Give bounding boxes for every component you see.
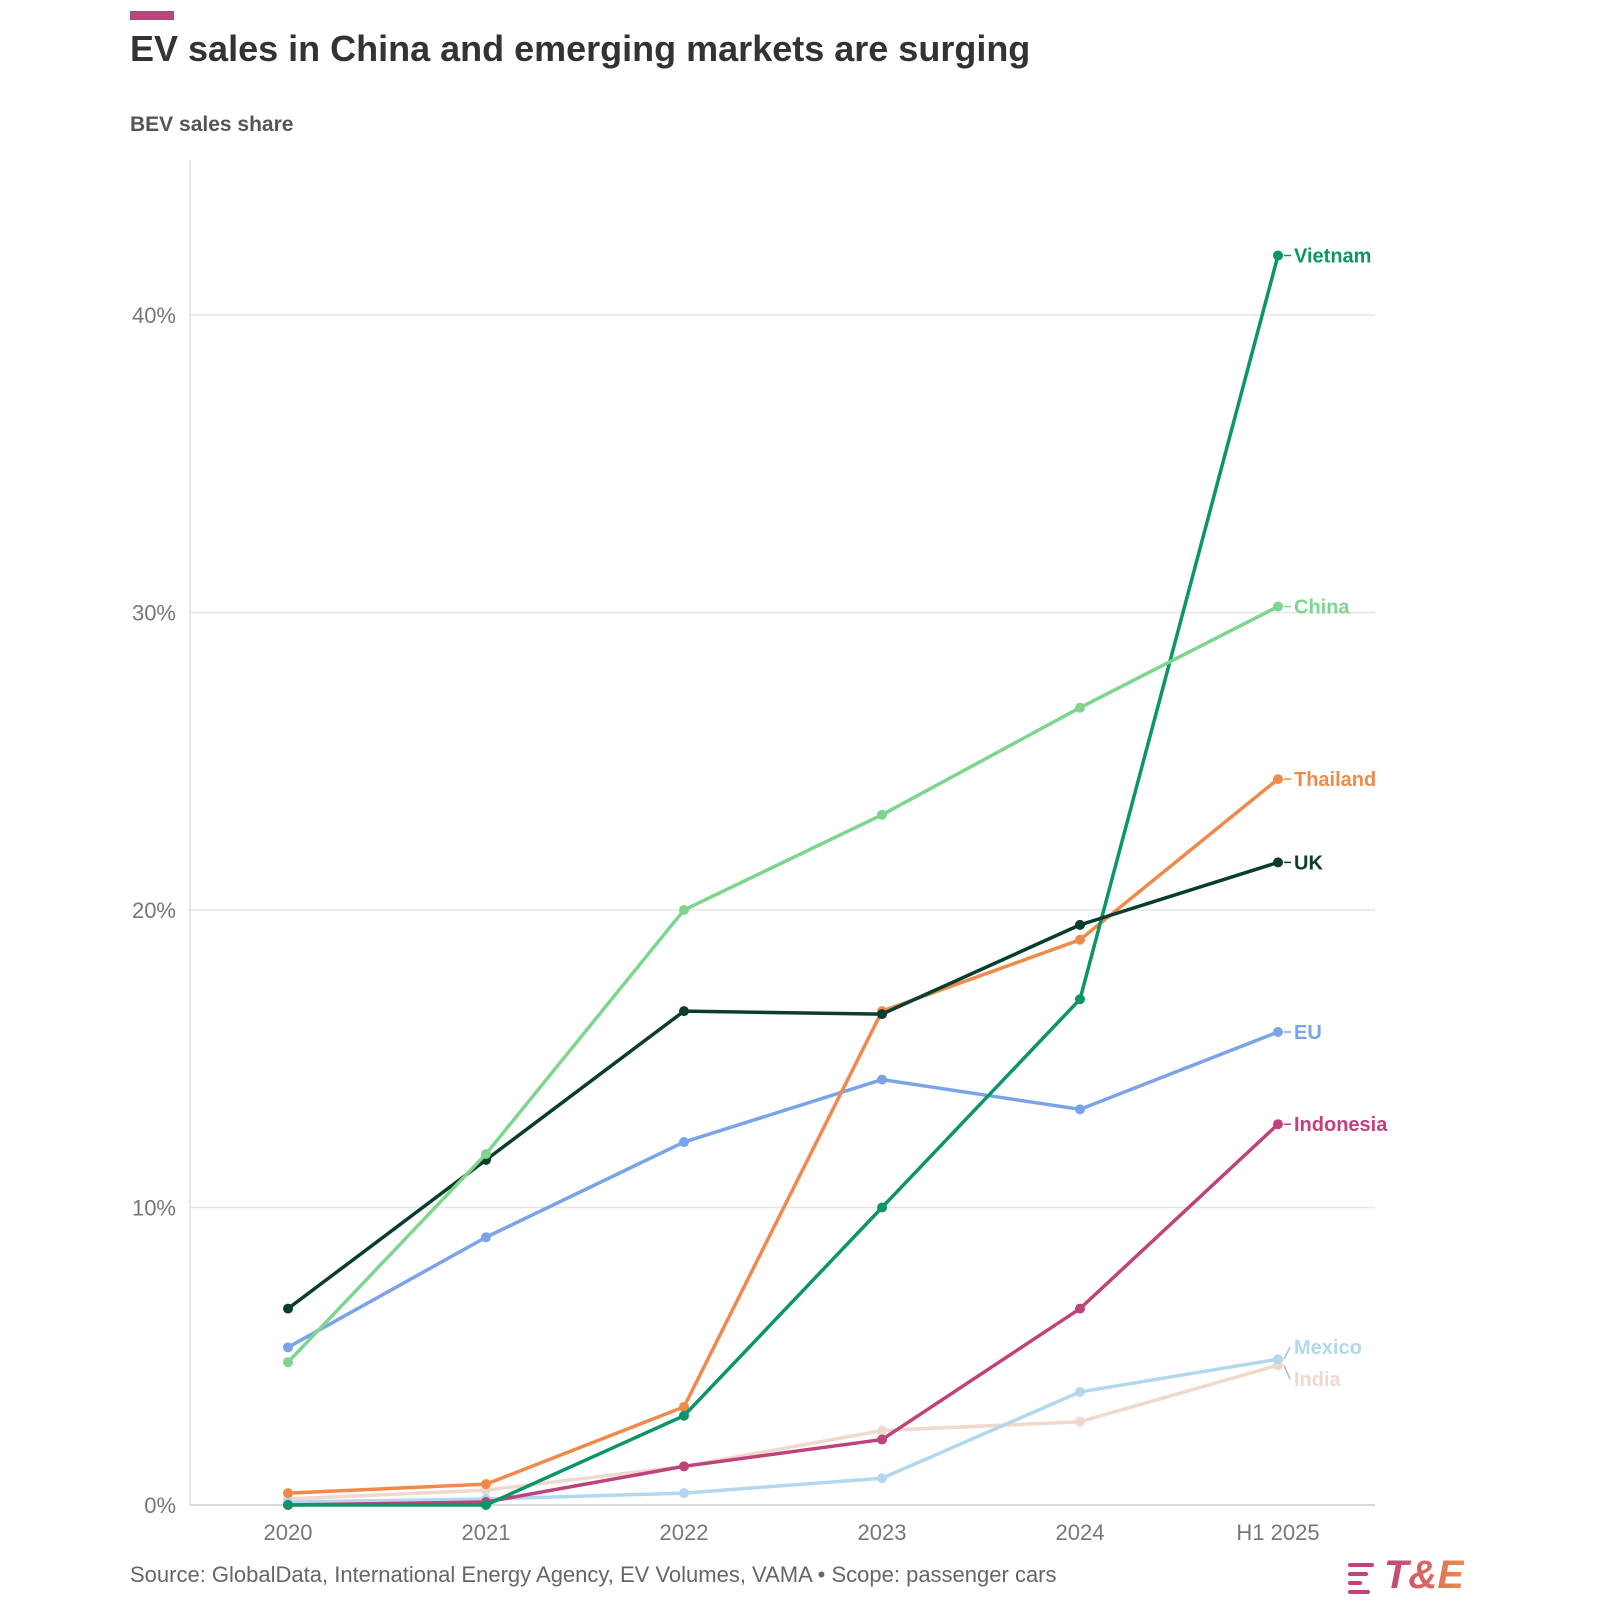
chart-title: EV sales in China and emerging markets a… — [130, 28, 1031, 69]
data-point-eu — [1075, 1104, 1085, 1115]
x-tick-label: H1 2025 — [1236, 1520, 1319, 1545]
series-label-thailand: Thailand — [1294, 769, 1376, 791]
series-line-thailand — [286, 777, 1280, 1495]
data-point-uk — [679, 1006, 689, 1017]
data-point-thailand — [283, 1488, 293, 1499]
data-point-vietnam — [877, 1202, 887, 1213]
data-point-thailand — [481, 1479, 491, 1490]
data-point-indonesia — [877, 1434, 887, 1445]
x-tick-label: 2024 — [1056, 1520, 1105, 1545]
data-point-china — [481, 1148, 491, 1159]
data-point-thailand — [679, 1401, 689, 1412]
series-label-china: China — [1294, 597, 1350, 619]
chart-subtitle: BEV sales share — [130, 113, 294, 136]
series-label-india: India — [1294, 1369, 1342, 1391]
data-point-eu — [877, 1074, 887, 1085]
grid-layer — [190, 314, 1375, 1506]
data-point-eu — [283, 1342, 293, 1353]
data-point-china — [1075, 702, 1085, 713]
label-layer: India Mexico Indonesia EU Thailand Vietnam UK C… — [1283, 246, 1388, 1391]
data-point-eu — [481, 1232, 491, 1243]
y-tick-label: 40% — [132, 303, 176, 328]
data-point-mexico — [877, 1473, 887, 1484]
y-tick-label: 0% — [144, 1493, 176, 1518]
label-connector-mexico — [1283, 1346, 1291, 1360]
y-tick-label: 10% — [132, 1196, 176, 1221]
label-connector-india — [1283, 1364, 1291, 1380]
y-tick-label: 30% — [132, 601, 176, 626]
data-point-uk — [283, 1303, 293, 1314]
x-tick-label: 2020 — [264, 1520, 313, 1545]
title-accent-bar — [130, 11, 174, 20]
data-point-mexico — [679, 1488, 689, 1499]
series-label-vietnam: Vietnam — [1294, 246, 1371, 268]
series-layer — [283, 250, 1283, 1510]
data-point-uk — [877, 1009, 887, 1020]
data-point-uk — [1075, 919, 1085, 930]
data-point-thailand — [1075, 934, 1085, 945]
source-note: Source: GlobalData, International Energy… — [130, 1562, 1057, 1587]
series-line-eu — [286, 1030, 1280, 1350]
data-point-thailand — [1273, 774, 1283, 785]
series-line-india — [286, 1363, 1280, 1501]
series-line-mexico — [286, 1357, 1280, 1504]
series-line-vietnam — [286, 253, 1280, 1507]
series-label-indonesia: Indonesia — [1294, 1114, 1388, 1136]
te-logo: T&E — [1348, 1553, 1478, 1599]
y-tick-label: 20% — [132, 898, 176, 923]
data-point-china — [283, 1357, 293, 1368]
data-point-vietnam — [1075, 994, 1085, 1005]
data-point-china — [679, 905, 689, 915]
data-point-eu — [679, 1137, 689, 1148]
series-label-eu: EU — [1294, 1022, 1322, 1044]
data-point-mexico — [1075, 1386, 1085, 1397]
axis-layer: 0% 10% 20% 30% 40% 2020 2021 2022 2023 2024 H1 202… — [132, 160, 1320, 1545]
logo-text: T&E — [1384, 1553, 1464, 1597]
x-tick-label: 2023 — [858, 1520, 907, 1545]
data-point-indonesia — [679, 1461, 689, 1472]
series-label-uk: UK — [1294, 852, 1323, 874]
series-line-china — [286, 604, 1280, 1364]
data-point-eu — [1273, 1026, 1283, 1037]
series-line-indonesia — [286, 1122, 1280, 1507]
data-point-mexico — [1273, 1354, 1283, 1365]
data-point-vietnam — [1273, 250, 1283, 261]
data-point-china — [1273, 601, 1283, 612]
data-point-india — [1075, 1416, 1085, 1427]
data-point-india — [877, 1425, 887, 1436]
data-point-china — [877, 809, 887, 820]
x-tick-label: 2022 — [660, 1520, 709, 1545]
series-line-uk — [286, 860, 1280, 1311]
x-tick-label: 2021 — [462, 1520, 511, 1545]
data-point-vietnam — [283, 1500, 293, 1510]
data-point-vietnam — [481, 1500, 491, 1510]
series-label-mexico: Mexico — [1294, 1337, 1362, 1359]
data-point-vietnam — [679, 1410, 689, 1421]
data-point-indonesia — [1273, 1119, 1283, 1130]
data-point-indonesia — [1075, 1303, 1085, 1314]
data-point-uk — [1273, 857, 1283, 868]
